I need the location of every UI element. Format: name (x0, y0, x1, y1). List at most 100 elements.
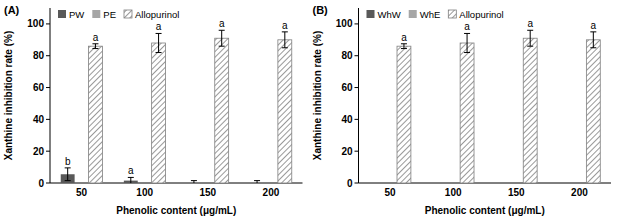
y-tick (46, 151, 50, 152)
y-tick-label: 40 (33, 114, 45, 125)
bar (509, 183, 523, 184)
y-tick (46, 55, 50, 56)
error-cap (282, 31, 288, 32)
y-tick-label: 20 (341, 146, 353, 157)
bar (215, 38, 229, 183)
x-tick-label: 150 (508, 187, 525, 198)
bar (383, 183, 397, 184)
bar (586, 40, 600, 183)
error-stem (130, 177, 131, 183)
y-tick (355, 23, 359, 24)
chart: (A)Xanthine inhibition rate (%)020406080… (0, 0, 617, 220)
significance-letter: a (527, 18, 533, 29)
legend-swatch (124, 10, 132, 18)
error-bar (128, 177, 134, 183)
bar (432, 183, 446, 184)
bar (572, 183, 586, 184)
y-tick (46, 119, 50, 120)
error-stem (530, 30, 531, 46)
x-tick-label: 200 (571, 187, 588, 198)
error-stem (467, 33, 468, 52)
error-cap (92, 43, 98, 44)
bar (138, 183, 152, 184)
significance-letter: a (219, 18, 225, 29)
bar (75, 183, 89, 184)
error-bar (401, 44, 407, 49)
error-stem (67, 168, 68, 181)
y-tick-label: 0 (347, 178, 353, 189)
error-bar (65, 168, 71, 181)
error-stem (95, 44, 96, 49)
bar (460, 43, 474, 183)
error-stem (158, 33, 159, 52)
y-tick-label: 80 (33, 50, 45, 61)
y-tick-label: 100 (336, 18, 353, 29)
plot-marks (397, 30, 600, 183)
error-cap (254, 180, 260, 181)
x-tick-label: 50 (76, 187, 88, 198)
legend-swatch (92, 10, 100, 18)
y-tick-label: 0 (38, 178, 44, 189)
y-tick (355, 151, 359, 152)
significance-letter: a (128, 165, 134, 176)
bar (397, 46, 411, 183)
error-cap (92, 48, 98, 49)
x-tick-label: 100 (136, 187, 153, 198)
error-cap (219, 46, 225, 47)
y-tick (46, 23, 50, 24)
error-stem (403, 44, 404, 49)
error-cap (156, 52, 162, 53)
error-cap (401, 43, 407, 44)
y-axis-label: Xanthine inhibition rate (%) (312, 31, 323, 160)
y-axis (50, 8, 51, 183)
panel-title: (B) (313, 4, 329, 16)
error-bar (191, 181, 197, 183)
significance-letter: a (282, 20, 288, 31)
error-cap (464, 52, 470, 53)
legend-label: WhW (378, 9, 401, 20)
y-tick-label: 20 (33, 146, 45, 157)
error-cap (156, 33, 162, 34)
bar (559, 183, 573, 184)
error-cap (219, 30, 225, 31)
legend: PWPEAllopurinol (58, 9, 179, 20)
x-tick-label: 200 (263, 187, 280, 198)
y-tick (46, 87, 50, 88)
x-tick-label: 50 (385, 187, 397, 198)
error-cap (527, 30, 533, 31)
error-stem (593, 32, 594, 48)
y-tick (355, 119, 359, 120)
significance-letter: a (156, 21, 162, 32)
bar (278, 40, 292, 183)
error-bar (590, 32, 596, 48)
bar (523, 38, 537, 183)
bar (446, 183, 460, 184)
legend-label: Allopurinol (459, 9, 503, 20)
plot-marks (61, 30, 292, 183)
error-cap (128, 177, 134, 178)
legend-swatch (58, 10, 66, 18)
error-cap (401, 48, 407, 49)
error-bar (282, 32, 288, 48)
y-tick (355, 87, 359, 88)
error-bar (464, 33, 470, 52)
legend-swatch (448, 10, 456, 18)
error-bar (156, 33, 162, 52)
error-cap (464, 33, 470, 34)
x-axis (359, 183, 612, 184)
error-bar (92, 44, 98, 49)
bar (89, 46, 103, 183)
x-axis (50, 183, 303, 184)
x-axis-label: Phenolic content (μg/mL) (425, 205, 545, 216)
error-cap (191, 180, 197, 181)
legend-label: WhE (420, 9, 441, 20)
significance-letter: a (464, 21, 470, 32)
legend-label: PW (69, 9, 84, 20)
y-tick (46, 183, 50, 184)
bar (495, 183, 509, 184)
error-bar (527, 30, 533, 46)
error-cap (590, 47, 596, 48)
significance-letter: a (591, 20, 597, 31)
x-axis-label: Phenolic content (μg/mL) (116, 205, 236, 216)
error-stem (284, 32, 285, 48)
